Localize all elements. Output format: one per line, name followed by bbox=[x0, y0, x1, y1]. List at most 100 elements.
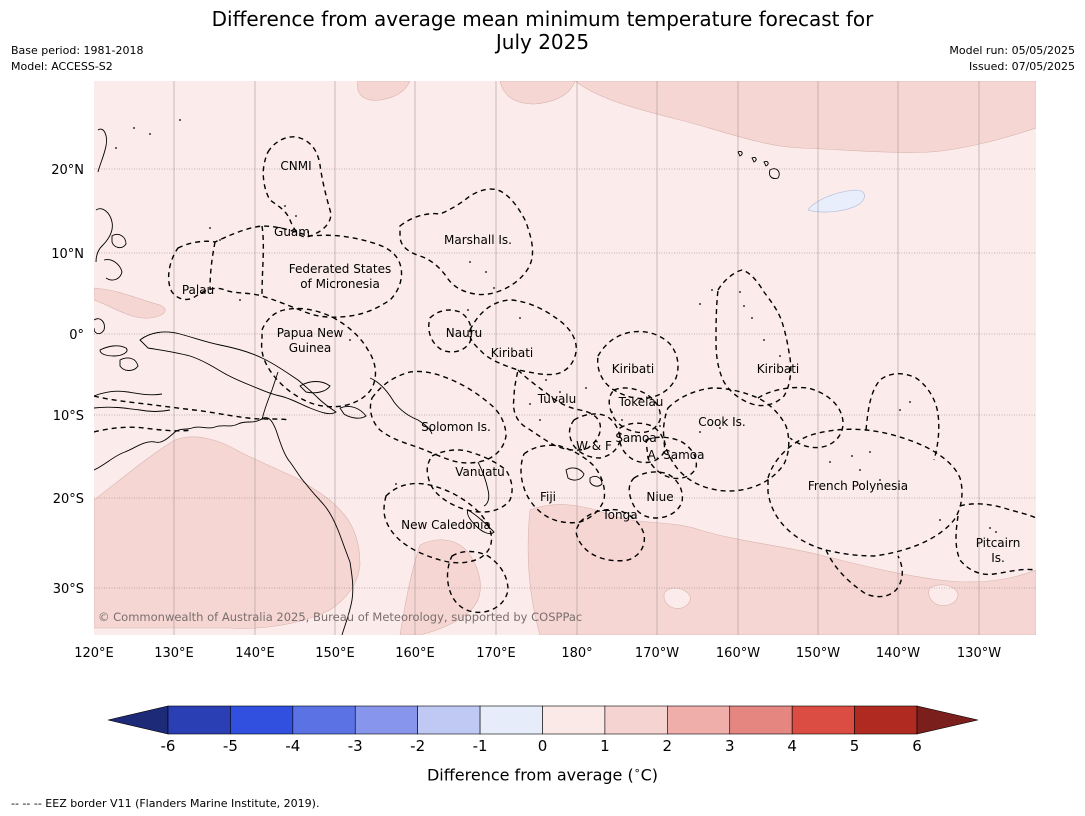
region-label: Vanuatu bbox=[455, 465, 505, 479]
colorbar-segment bbox=[667, 705, 731, 735]
island-dot bbox=[295, 215, 297, 217]
colorbar-segment bbox=[542, 705, 606, 735]
colorbar-tick-label: -4 bbox=[285, 737, 300, 755]
island-dot bbox=[179, 119, 181, 121]
region-label: W & F bbox=[576, 439, 612, 453]
region-label: A. Samoa bbox=[648, 448, 705, 462]
region-label: French Polynesia bbox=[808, 479, 908, 493]
colorbar-segment bbox=[791, 705, 855, 735]
island-dot bbox=[493, 287, 495, 289]
island-dot bbox=[995, 531, 997, 533]
island-dot bbox=[239, 299, 241, 301]
colorbar-title-degree: ∘ bbox=[633, 764, 641, 777]
colorbar-segment bbox=[604, 705, 668, 735]
issued-date: Issued: 07/05/2025 bbox=[968, 60, 1075, 73]
island-dot bbox=[779, 355, 781, 357]
graticule bbox=[94, 81, 1036, 635]
region-label: Samoa bbox=[615, 431, 656, 445]
colorbar-tick-label: 0 bbox=[538, 737, 548, 755]
island-dot bbox=[719, 427, 721, 429]
lon-tick-label: 170°E bbox=[476, 646, 516, 661]
region-label: Papua New bbox=[277, 326, 344, 340]
region-label: Nauru bbox=[446, 326, 482, 340]
island-dot bbox=[307, 231, 309, 233]
region-label: Fiji bbox=[540, 490, 556, 504]
island-dot bbox=[133, 127, 135, 129]
island-dot bbox=[219, 239, 221, 241]
region-label: Is. bbox=[991, 551, 1005, 565]
island-dot bbox=[395, 483, 397, 485]
lon-tick-label: 170°W bbox=[635, 646, 679, 661]
region-label: Pitcairn bbox=[976, 536, 1021, 550]
lon-tick-label: 160°W bbox=[716, 646, 760, 661]
colorbar-segment bbox=[417, 705, 481, 735]
colorbar-under-extension bbox=[107, 705, 169, 735]
colorbar-tick-label: 2 bbox=[663, 737, 673, 755]
lon-tick-label: 120°E bbox=[74, 646, 114, 661]
island-dot bbox=[829, 461, 831, 463]
colorbar-tick-label: 3 bbox=[725, 737, 735, 755]
lat-tick-label: 0° bbox=[69, 328, 84, 343]
colorbar-segment bbox=[729, 705, 793, 735]
region-label: Tonga bbox=[601, 508, 637, 522]
colorbar-over-extension bbox=[916, 705, 979, 735]
region-label: Guam bbox=[274, 225, 310, 239]
colorbar-segment bbox=[167, 705, 231, 735]
island-dot bbox=[899, 409, 901, 411]
island-dot bbox=[869, 451, 871, 453]
region-label: CNMI bbox=[280, 159, 311, 173]
region-label: Kiribati bbox=[757, 362, 799, 376]
eez-borders bbox=[94, 136, 1036, 614]
island-dot bbox=[469, 261, 471, 263]
island-dot bbox=[699, 303, 701, 305]
island-dot bbox=[559, 391, 561, 393]
chart-title-line2: July 2025 bbox=[495, 30, 590, 54]
island-dot bbox=[635, 439, 637, 441]
lat-tick-label: 20°N bbox=[51, 163, 84, 178]
lat-tick-label: 20°S bbox=[53, 492, 84, 507]
island-dot bbox=[859, 469, 861, 471]
region-label: New Caledonia bbox=[401, 518, 491, 532]
region-label: Tuvalu bbox=[537, 392, 577, 406]
region-label: Cook Is. bbox=[698, 415, 745, 429]
island-dot bbox=[659, 425, 661, 427]
colorbar-title-unit: C) bbox=[640, 765, 659, 785]
colorbar-title: Difference from average (∘C) bbox=[0, 764, 1085, 784]
lat-tick-label: 10°S bbox=[53, 409, 84, 424]
colorbar-tick-label: 5 bbox=[850, 737, 860, 755]
island-dot bbox=[529, 403, 531, 405]
region-label: Tokelau bbox=[618, 395, 664, 409]
island-dot bbox=[909, 401, 911, 403]
island-dot bbox=[751, 317, 753, 319]
region-label: Marshall Is. bbox=[444, 233, 512, 247]
island-dot bbox=[545, 379, 547, 381]
cool-anomaly-area bbox=[807, 189, 865, 213]
axis-labels: 120°E 130°E 140°E 150°E 160°E 170°E 180° 170°W 1… bbox=[51, 163, 1001, 661]
island-dot bbox=[485, 271, 487, 273]
region-label: of Micronesia bbox=[300, 277, 380, 291]
region-label: Kiribati bbox=[491, 346, 533, 360]
island-dot bbox=[519, 317, 521, 319]
island-dot bbox=[699, 431, 701, 433]
colorbar-tick-label: -2 bbox=[410, 737, 425, 755]
island-dot bbox=[349, 339, 351, 341]
lat-tick-label: 30°S bbox=[53, 582, 84, 597]
eez-footnote: -- -- -- EEZ border V11 (Flanders Marine… bbox=[11, 797, 320, 810]
model-name: Model: ACCESS-S2 bbox=[11, 60, 113, 73]
colorbar-segment bbox=[354, 705, 418, 735]
lat-tick-label: 10°N bbox=[51, 247, 84, 262]
lon-tick-label: 150°E bbox=[315, 646, 355, 661]
colorbar-tick-label: -6 bbox=[161, 737, 176, 755]
region-label: Solomon Is. bbox=[421, 420, 491, 434]
island-dot bbox=[539, 419, 541, 421]
copyright-notice: © Commonwealth of Australia 2025, Bureau… bbox=[98, 610, 582, 624]
lon-tick-label: 180° bbox=[561, 646, 592, 661]
island-dot bbox=[149, 133, 151, 135]
colorbar-segment bbox=[230, 705, 294, 735]
island-dot bbox=[763, 339, 765, 341]
warm-anomaly-areas bbox=[94, 81, 1036, 635]
colorbar-tick-label: 6 bbox=[912, 737, 922, 755]
